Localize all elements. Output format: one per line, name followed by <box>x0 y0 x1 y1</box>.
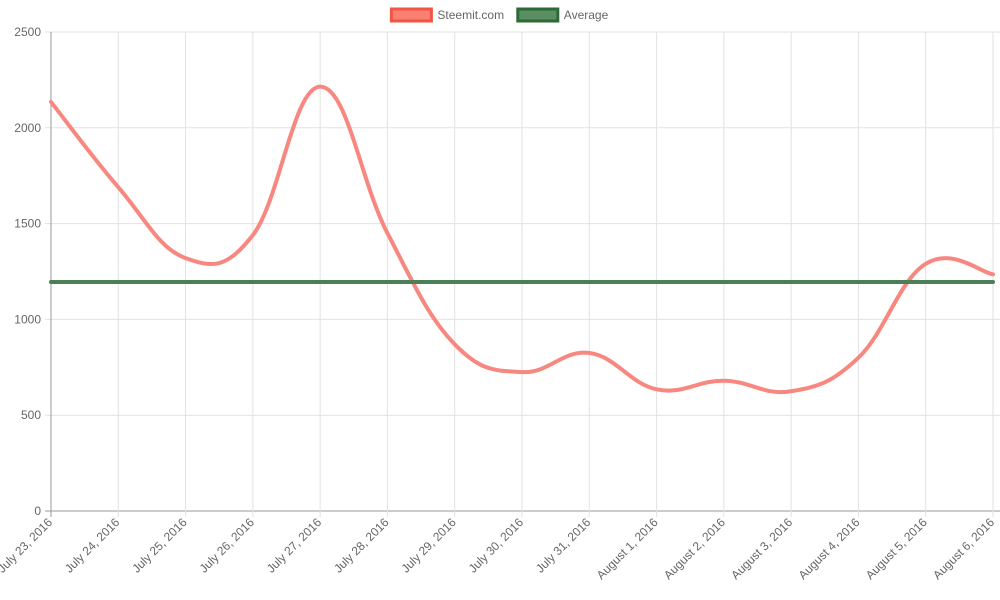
x-tick-label: July 30, 2016 <box>466 515 527 576</box>
series-line-steemit <box>49 84 995 395</box>
x-tick-label: July 27, 2016 <box>264 515 325 576</box>
grid-lines <box>45 31 1000 517</box>
legend-item-average[interactable]: Average <box>516 7 609 23</box>
x-tick-label: July 23, 2016 <box>0 515 55 576</box>
x-tick-label: August 2, 2016 <box>661 515 728 582</box>
legend-swatch <box>516 7 560 23</box>
legend[interactable]: Steemit.com Average <box>389 7 609 23</box>
legend-item-steemit[interactable]: Steemit.com <box>389 7 504 23</box>
x-tick-label: August 4, 2016 <box>796 515 863 582</box>
y-tick-label: 2500 <box>14 25 41 39</box>
x-tick-label: July 26, 2016 <box>197 515 258 576</box>
legend-label: Average <box>564 8 609 22</box>
x-tick-label: July 28, 2016 <box>331 515 392 576</box>
x-tick-label: July 31, 2016 <box>533 515 594 576</box>
x-tick-label: August 6, 2016 <box>930 515 997 582</box>
y-tick-label: 500 <box>21 408 41 422</box>
x-tick-label: July 24, 2016 <box>62 515 123 576</box>
y-axis-ticks: 0 500 1000 1500 2000 2500 <box>14 25 41 518</box>
legend-swatch <box>389 7 433 23</box>
x-tick-label: August 3, 2016 <box>728 515 795 582</box>
y-tick-label: 1500 <box>14 217 41 231</box>
x-tick-label: August 1, 2016 <box>594 515 661 582</box>
x-tick-label: July 29, 2016 <box>398 515 459 576</box>
y-tick-label: 1000 <box>14 312 41 326</box>
x-axis-ticks: July 23, 2016 July 24, 2016 July 25, 2016 J… <box>0 515 997 582</box>
y-tick-label: 0 <box>34 504 41 518</box>
legend-label: Steemit.com <box>437 8 504 22</box>
y-tick-label: 2000 <box>14 121 41 135</box>
series-lines <box>49 84 995 395</box>
x-tick-label: August 5, 2016 <box>863 515 930 582</box>
x-tick-label: July 25, 2016 <box>129 515 190 576</box>
